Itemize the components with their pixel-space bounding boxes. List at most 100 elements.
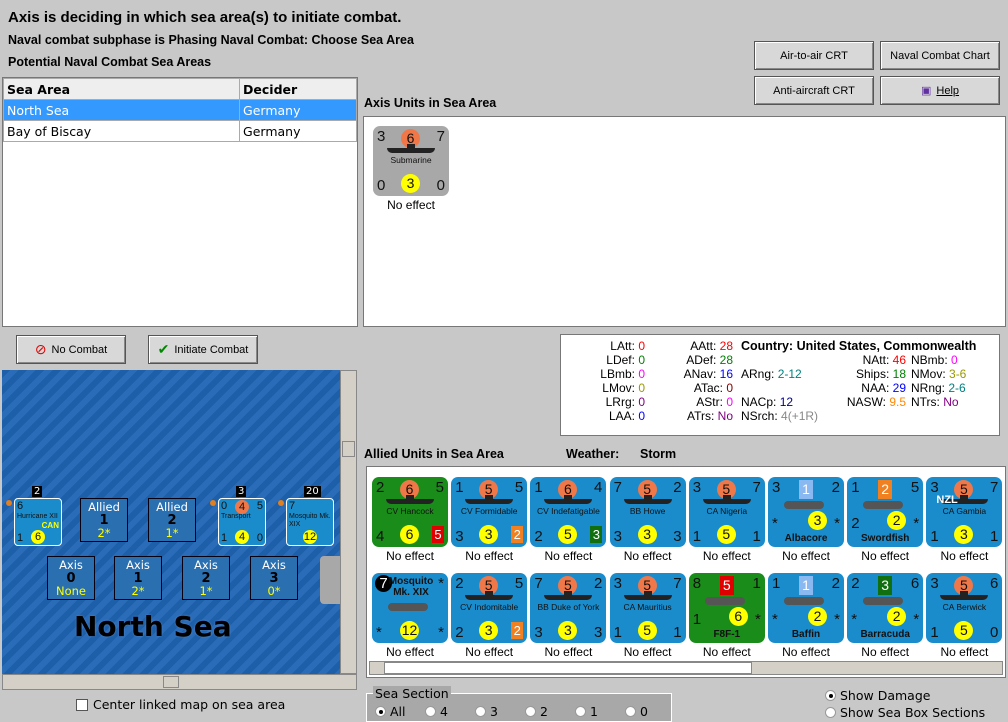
stat-key: LRrg: <box>605 395 635 409</box>
unit-counter[interactable]: 1 5 3 2 5 3 CV Formidable <box>451 477 528 547</box>
initiate-combat-button[interactable]: ✔ Initiate Combat <box>148 335 258 364</box>
unit-counter[interactable]: 2 6 * * 3 2 Barracuda <box>847 573 924 643</box>
naval-combat-chart-button[interactable]: Naval Combat Chart <box>880 41 1000 70</box>
combat-result: No effect <box>623 549 672 563</box>
unit-counter[interactable]: 1 2 * * 1 2 Baffin <box>768 573 844 643</box>
unit-counter[interactable]: 7 * * * 12 Mosquito Mk. XIX <box>372 573 448 643</box>
display-option-radio[interactable]: Show Sea Box Sections <box>825 704 985 721</box>
sea-section-radio-3[interactable]: 3 <box>475 704 498 719</box>
counter-value: 6 <box>910 575 920 592</box>
combat-result: No effect <box>861 645 910 659</box>
stat-key: LMov: <box>602 381 635 395</box>
counter-value: 7 <box>990 479 999 496</box>
attack-value: 5 <box>558 576 578 595</box>
allied-sea-box[interactable]: Allied 1 2* <box>80 498 128 542</box>
sea-area-name: North Sea <box>74 610 232 643</box>
unit-counter[interactable]: 3 2 * * 1 3 Albacore <box>768 477 844 547</box>
map-unit-counter[interactable]: 7 12 Mosquito Mk. XIX <box>286 498 334 546</box>
scrollbar-thumb[interactable] <box>163 676 179 688</box>
sea-section-radio-0[interactable]: 0 <box>625 704 648 719</box>
unit-counter[interactable]: 2 5 4 5 6 6 CV Hancock <box>372 477 448 547</box>
checkmark-icon: ✔ <box>157 341 170 357</box>
allied-sea-box[interactable]: Allied 2 1* <box>148 498 196 542</box>
stat-key: ADef: <box>686 353 717 367</box>
box-num: 1 <box>133 571 143 586</box>
axis-sea-box[interactable]: Axis 3 0* <box>250 556 298 600</box>
air-to-air-crt-button[interactable]: Air-to-air CRT <box>754 41 874 70</box>
unit-counter[interactable]: 3 7 1 1 5 3 CA Gambia NZL <box>926 477 1003 547</box>
map-unit-counter[interactable]: 6 1 6 Hurricane XII CAN <box>14 498 62 546</box>
counter-value: 1 <box>990 528 999 545</box>
radio-button[interactable] <box>475 706 486 717</box>
counter-value: 1 <box>772 575 781 592</box>
radio-button[interactable] <box>825 690 836 701</box>
sea-section-radio-1[interactable]: 1 <box>575 704 598 719</box>
stat-value: 0 <box>726 381 733 395</box>
radio-button[interactable] <box>625 706 636 717</box>
counter-value: 2 <box>455 575 464 592</box>
aircraft-icon <box>388 603 428 611</box>
anti-aircraft-crt-button[interactable]: Anti-aircraft CRT <box>754 76 874 105</box>
attack-value: 6 <box>401 129 420 148</box>
unit-counter[interactable]: 7 2 3 3 5 3 BB Duke of York <box>530 573 607 643</box>
unit-counter[interactable]: 3 7 0 0 6 3 Submarine <box>373 126 449 196</box>
unit-counter[interactable]: 3 7 1 1 5 5 CA Mauritius <box>609 573 686 643</box>
help-button[interactable]: ▣ Help <box>880 76 1000 105</box>
map-unit-counter[interactable] <box>320 556 340 604</box>
unit-counter[interactable]: 7 2 3 3 5 3 BB Howe <box>609 477 686 547</box>
unit-counter[interactable]: 1 4 2 3 6 5 CV Indefatigable <box>530 477 607 547</box>
horizontal-scrollbar[interactable] <box>369 661 1003 675</box>
radio-button[interactable] <box>525 706 536 717</box>
combat-result: No effect <box>465 645 514 659</box>
unit-counter[interactable]: 1 5 2 * 2 2 Swordfish <box>847 477 924 547</box>
defense-value: 3 <box>479 621 499 640</box>
counter-value: 5 <box>514 575 524 592</box>
scrollbar-thumb[interactable] <box>342 441 355 457</box>
stat-key: LBmb: <box>600 367 635 381</box>
radio-button[interactable] <box>375 706 386 717</box>
sea-area-map[interactable]: North Sea Allied 1 2* Allied 2 1* Axis 0 None Axi… <box>2 370 340 674</box>
unit-counter[interactable]: 8 1 1 * 5 6 F8F-1 <box>688 573 765 643</box>
axis-sea-box[interactable]: Axis 1 2* <box>114 556 162 600</box>
unit-counter[interactable]: 2 5 2 2 5 3 CV Indomitable <box>451 573 528 643</box>
sea-section-radio-4[interactable]: 4 <box>425 704 448 719</box>
radio-button[interactable] <box>825 707 836 718</box>
map-horizontal-scrollbar[interactable] <box>2 674 357 690</box>
box-val: None <box>55 584 86 598</box>
center-map-checkbox[interactable]: Center linked map on sea area <box>76 697 285 712</box>
counter-value: 5 <box>910 479 920 496</box>
map-vertical-scrollbar[interactable] <box>340 370 357 674</box>
combat-result: No effect <box>702 549 751 563</box>
map-unit-counter[interactable]: 0 5 1 0 4 4 Transport <box>218 498 266 546</box>
axis-sea-box[interactable]: Axis 0 None <box>47 556 95 600</box>
nationality-label: NZL <box>936 494 958 506</box>
attack-value: 5 <box>637 480 657 499</box>
box-num: 3 <box>269 571 279 586</box>
checkbox-box[interactable] <box>76 699 88 711</box>
sea-area-table-panel: Sea Area Decider North Sea Germany Bay of … <box>2 77 358 327</box>
stat-key: ATac: <box>693 381 723 395</box>
aircraft-icon <box>863 501 904 509</box>
sea-section-radio-all[interactable]: All <box>375 704 406 719</box>
sea-section-radio-2[interactable]: 2 <box>525 704 548 719</box>
potential-areas-label: Potential Naval Combat Sea Areas <box>8 55 212 69</box>
counter-value: 0 <box>221 500 228 512</box>
radio-button[interactable] <box>575 706 586 717</box>
stat-key: AStr: <box>696 395 723 409</box>
unit-counter[interactable]: 3 6 1 0 5 5 CA Berwick <box>926 573 1003 643</box>
column-header[interactable]: Sea Area <box>2 78 241 100</box>
counter-value: 1 <box>613 624 622 641</box>
scrollbar-thumb[interactable] <box>384 662 752 674</box>
axis-sea-box[interactable]: Axis 2 1* <box>182 556 230 600</box>
radio-button[interactable] <box>425 706 436 717</box>
box-num: 2 <box>201 571 211 586</box>
column-header[interactable]: Decider <box>239 78 357 100</box>
table-row[interactable]: North Sea Germany <box>2 99 357 121</box>
sea-area-cell: North Sea <box>2 99 241 121</box>
box-num: 0 <box>66 571 76 586</box>
no-combat-button[interactable]: ⊘ No Combat <box>16 335 126 364</box>
display-option-radio[interactable]: Show Damage <box>825 687 985 704</box>
counter-value: 2 <box>534 528 543 545</box>
table-row[interactable]: Bay of Biscay Germany <box>2 120 357 142</box>
unit-counter[interactable]: 3 7 1 1 5 5 CA Nigeria <box>688 477 765 547</box>
